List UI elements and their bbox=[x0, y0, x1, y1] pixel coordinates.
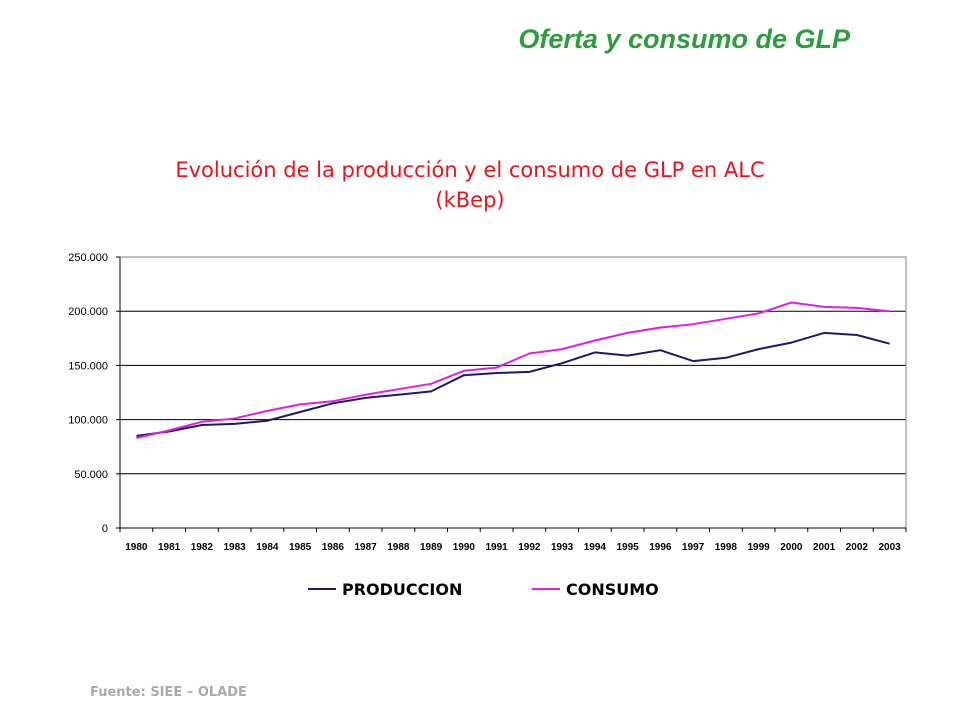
x-tick-label: 1980 bbox=[125, 542, 148, 553]
y-tick-label: 150.000 bbox=[68, 360, 108, 372]
chart-title-line2: (kBep) bbox=[435, 188, 505, 212]
chart-title: Evolución de la producción y el consumo … bbox=[0, 155, 940, 215]
x-tick-label: 1985 bbox=[289, 542, 312, 553]
x-tick-label: 1988 bbox=[387, 542, 410, 553]
slide-title: Oferta y consumo de GLP bbox=[518, 24, 850, 54]
y-tick-label: 100.000 bbox=[68, 415, 108, 427]
x-tick-label: 1997 bbox=[682, 542, 705, 553]
x-tick-label: 2000 bbox=[780, 542, 803, 553]
x-tick-label: 1998 bbox=[715, 542, 738, 553]
x-tick-label: 2002 bbox=[846, 542, 869, 553]
series-line-consumo bbox=[136, 301, 890, 439]
x-tick-label: 1996 bbox=[649, 542, 672, 553]
y-tick-label: 250.000 bbox=[68, 252, 108, 264]
x-tick-label: 1999 bbox=[748, 542, 771, 553]
x-tick-label: 1995 bbox=[617, 542, 640, 553]
x-tick-label: 1994 bbox=[584, 542, 607, 553]
x-tick-label: 1989 bbox=[420, 542, 443, 553]
chart-title-line1: Evolución de la producción y el consumo … bbox=[175, 158, 765, 182]
y-tick-label: 200.000 bbox=[68, 306, 108, 318]
x-tick-label: 1991 bbox=[486, 542, 509, 553]
source-note: Fuente: SIEE – OLADE bbox=[90, 685, 247, 700]
x-tick-label: 1992 bbox=[518, 542, 541, 553]
x-tick-label: 1984 bbox=[256, 542, 279, 553]
plot-frame bbox=[119, 256, 907, 529]
x-tick-label: 1986 bbox=[322, 542, 345, 553]
x-tick-label: 2001 bbox=[813, 542, 836, 553]
legend-label-consumo: CONSUMO bbox=[566, 580, 659, 599]
x-tick-label: 1983 bbox=[224, 542, 247, 553]
y-tick-label: 50.000 bbox=[74, 469, 108, 481]
x-tick-label: 2003 bbox=[879, 542, 902, 553]
x-tick-label: 1982 bbox=[191, 542, 214, 553]
x-tick-label: 1981 bbox=[158, 542, 181, 553]
series-line-produccion bbox=[136, 331, 890, 437]
x-tick-label: 1993 bbox=[551, 542, 574, 553]
x-tick-label: 1987 bbox=[355, 542, 378, 553]
legend-label-produccion: PRODUCCION bbox=[342, 580, 462, 599]
x-tick-label: 1990 bbox=[453, 542, 476, 553]
y-tick-label: 0 bbox=[102, 523, 108, 535]
